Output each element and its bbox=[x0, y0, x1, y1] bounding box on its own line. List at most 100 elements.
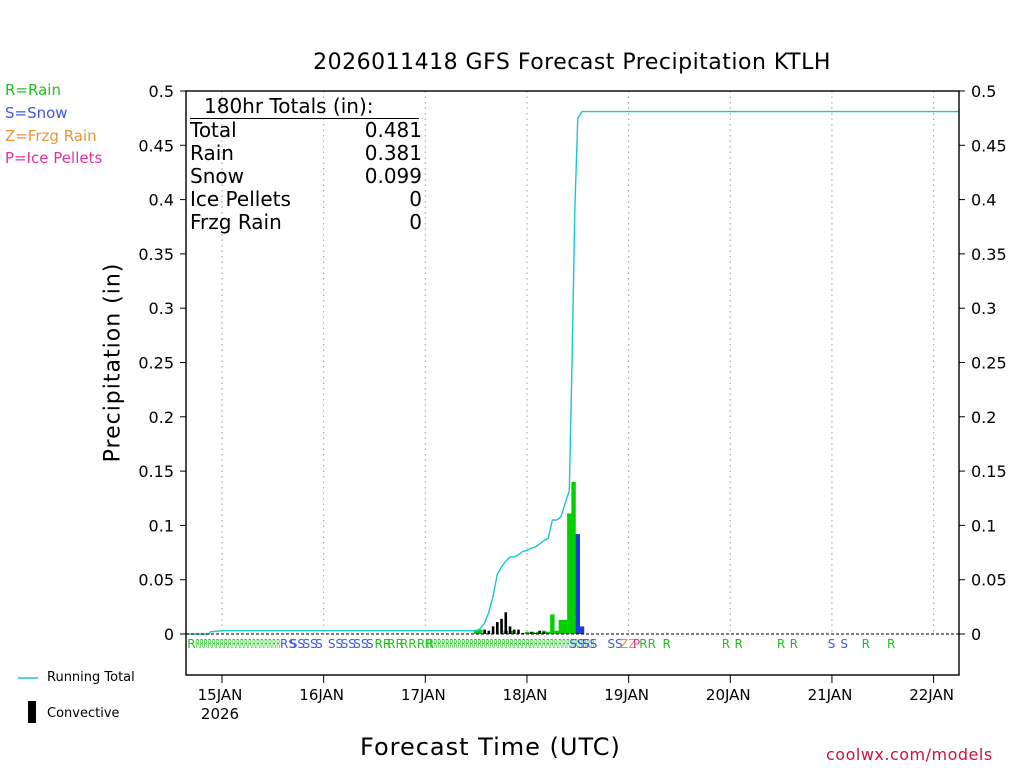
y-tick-label: 0.05 bbox=[138, 571, 174, 590]
totals-header: 180hr Totals (in): bbox=[190, 94, 419, 119]
ptype-marker: R bbox=[862, 637, 870, 651]
y-tick-label: 0.15 bbox=[971, 462, 1007, 481]
ptype-marker: RRRRRRRRRRRRRRRRRRRRR bbox=[196, 637, 281, 651]
y-tick-label: 0.45 bbox=[971, 136, 1007, 155]
y-tick-label: 0.3 bbox=[971, 299, 996, 318]
totals-label: Snow bbox=[190, 164, 244, 188]
y-tick-label: 0.35 bbox=[138, 245, 174, 264]
y-tick-label: 0.4 bbox=[971, 191, 996, 210]
x-tick-label: 16JAN bbox=[299, 686, 344, 704]
x-axis-label: Forecast Time (UTC) bbox=[360, 733, 621, 761]
convective-legend-label: Convective bbox=[47, 706, 120, 721]
convective-bar bbox=[504, 612, 508, 634]
totals-row-total: Total 0.481 bbox=[190, 119, 422, 142]
y-tick-label: 0.2 bbox=[149, 408, 174, 427]
totals-label: Total bbox=[190, 118, 237, 142]
ptype-marker: ZZ bbox=[620, 637, 636, 651]
totals-value: 0 bbox=[409, 210, 422, 234]
ptype-marker: P bbox=[633, 637, 640, 651]
convective-legend-swatch bbox=[28, 701, 36, 723]
x-tick-sublabel: 2026 bbox=[201, 705, 239, 723]
x-tick-label: 19JAN bbox=[604, 686, 649, 704]
rain-bar bbox=[478, 629, 483, 634]
convective-bar bbox=[521, 632, 525, 634]
convective-bar bbox=[534, 632, 537, 634]
ptype-marker: SS bbox=[353, 637, 368, 651]
ptype-marker: RR bbox=[387, 637, 404, 651]
ptype-marker: R bbox=[887, 637, 895, 651]
plot-frame bbox=[185, 90, 960, 676]
ptype-marker: R bbox=[722, 637, 730, 651]
gridlines bbox=[221, 91, 935, 634]
ptype-marker: S bbox=[366, 637, 374, 651]
x-tick-label: 21JAN bbox=[808, 686, 853, 704]
convective-bar bbox=[529, 631, 533, 634]
rain-bar bbox=[554, 630, 559, 634]
y-axis-right: 0 0.05 0.1 0.15 0.2 0.25 0.3 0.35 0.4 0.45 0.5 bbox=[959, 82, 1007, 644]
ptype-marker: R bbox=[663, 637, 671, 651]
totals-value: 0.381 bbox=[364, 141, 422, 165]
y-tick-label: 0.5 bbox=[971, 82, 996, 101]
ptype-marker: SS bbox=[582, 637, 597, 651]
y-tick-label: 0 bbox=[164, 625, 174, 644]
y-tick-label: 0.1 bbox=[971, 516, 996, 535]
totals-label: Frzg Rain bbox=[190, 210, 282, 234]
legend-snow: S=Snow bbox=[5, 104, 68, 122]
y-axis-left: 0 0.05 0.1 0.15 0.2 0.25 0.3 0.35 0.4 0.45 0.5 bbox=[138, 82, 186, 644]
credit-link[interactable]: coolwx.com/models bbox=[826, 745, 993, 764]
rain-bar bbox=[473, 629, 479, 634]
ptype-marker: RRRRRRRRRRRRRRRRRRRRRRRRRRRRRRRRRRRRRRRR… bbox=[425, 637, 594, 651]
ptype-marker: S bbox=[315, 637, 323, 651]
y-tick-label: 0.1 bbox=[149, 516, 174, 535]
snow-bar bbox=[579, 626, 585, 634]
totals-value: 0.099 bbox=[364, 164, 422, 188]
legend-frzg-rain: Z=Frzg Rain bbox=[5, 127, 97, 145]
y-tick-label: 0.15 bbox=[138, 462, 174, 481]
y-tick-label: 0.05 bbox=[971, 571, 1007, 590]
convective-bar bbox=[500, 618, 503, 634]
rain-bar bbox=[567, 513, 572, 634]
y-tick-label: 0.2 bbox=[971, 408, 996, 427]
ptype-marker: SS bbox=[569, 637, 584, 651]
ptype-marker: R bbox=[187, 637, 195, 651]
rain-bar bbox=[524, 631, 530, 634]
y-tick-label: 0.35 bbox=[971, 245, 1007, 264]
ptype-marker: R bbox=[735, 637, 743, 651]
y-tick-label: 0.25 bbox=[138, 354, 174, 373]
convective-bar bbox=[483, 629, 486, 634]
legend-rain: R=Rain bbox=[5, 81, 61, 99]
legend-ice-pellets: P=Ice Pellets bbox=[5, 149, 103, 167]
ptype-marker: R bbox=[777, 637, 785, 651]
ptype-marker: SS bbox=[290, 637, 305, 651]
ptype-marker: RR bbox=[374, 637, 391, 651]
totals-label: Rain bbox=[190, 141, 234, 165]
rain-bar bbox=[544, 631, 550, 634]
x-tick-label: 18JAN bbox=[503, 686, 548, 704]
ptype-marker: S bbox=[840, 637, 848, 651]
y-tick-label: 0 bbox=[971, 625, 981, 644]
y-tick-label: 0.3 bbox=[149, 299, 174, 318]
totals-label: Ice Pellets bbox=[190, 187, 291, 211]
convective-bar bbox=[542, 631, 546, 634]
ptype-marker: RR bbox=[417, 637, 434, 651]
y-axis-label: Precipitation (in) bbox=[100, 262, 126, 463]
ptype-marker: R bbox=[648, 637, 656, 651]
ptype-marker: RR bbox=[400, 637, 417, 651]
ptype-marker: SS bbox=[328, 637, 343, 651]
ptype-marker: SS bbox=[341, 637, 356, 651]
totals-row-ice-pellets: Ice Pellets 0 bbox=[190, 188, 422, 211]
convective-bar bbox=[538, 630, 541, 634]
x-tick-label: 15JAN bbox=[198, 686, 243, 704]
x-tick-label: 20JAN bbox=[706, 686, 751, 704]
x-tick-label: 17JAN bbox=[401, 686, 446, 704]
running-total-legend-label: Running Total bbox=[47, 670, 135, 685]
totals-value: 0.481 bbox=[364, 118, 422, 142]
y-tick-label: 0.45 bbox=[138, 136, 174, 155]
convective-bar bbox=[508, 626, 512, 634]
rain-bar bbox=[562, 619, 568, 634]
rain-bar bbox=[550, 614, 555, 634]
convective-bar bbox=[491, 626, 495, 634]
